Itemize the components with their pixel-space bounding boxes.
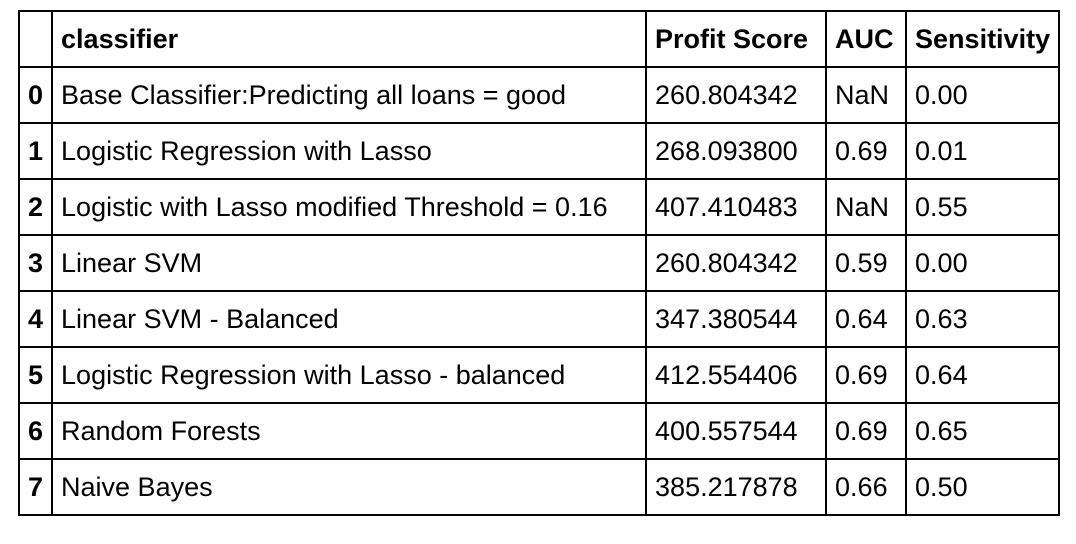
profit-score-cell: 347.380544	[645, 290, 828, 348]
auc-cell: 0.69	[825, 346, 908, 404]
auc-cell: 0.59	[825, 234, 908, 292]
classifier-cell: Random Forests	[51, 402, 648, 460]
sensitivity-cell: 0.65	[905, 402, 1061, 460]
table-row: 2 Logistic with Lasso modified Threshold…	[17, 178, 1061, 236]
auc-cell: 0.66	[825, 458, 908, 516]
profit-score-cell: 385.217878	[645, 458, 828, 516]
table-row: 1 Logistic Regression with Lasso 268.093…	[17, 122, 1061, 180]
sensitivity-header: Sensitivity	[905, 10, 1061, 68]
profit-score-cell: 412.554406	[645, 346, 828, 404]
results-table: classifier Profit Score AUC Sensitivity …	[17, 10, 1061, 516]
sensitivity-cell: 0.00	[905, 66, 1061, 124]
classifier-cell: Linear SVM - Balanced	[51, 290, 648, 348]
auc-cell: NaN	[825, 66, 908, 124]
sensitivity-cell: 0.01	[905, 122, 1061, 180]
table-row: 4 Linear SVM - Balanced 347.380544 0.64 …	[17, 290, 1061, 348]
index-header	[17, 10, 54, 68]
table-row: 6 Random Forests 400.557544 0.69 0.65	[17, 402, 1061, 460]
sensitivity-cell: 0.55	[905, 178, 1061, 236]
sensitivity-cell: 0.50	[905, 458, 1061, 516]
table-row: 7 Naive Bayes 385.217878 0.66 0.50	[17, 458, 1061, 516]
row-index: 3	[17, 234, 54, 292]
classifier-cell: Naive Bayes	[51, 458, 648, 516]
row-index: 2	[17, 178, 54, 236]
classifier-cell: Logistic with Lasso modified Threshold =…	[51, 178, 648, 236]
auc-cell: 0.69	[825, 402, 908, 460]
row-index: 1	[17, 122, 54, 180]
table-row: 5 Logistic Regression with Lasso - balan…	[17, 346, 1061, 404]
profit-score-cell: 268.093800	[645, 122, 828, 180]
row-index: 7	[17, 458, 54, 516]
dataframe-container: classifier Profit Score AUC Sensitivity …	[17, 10, 1061, 516]
header-row: classifier Profit Score AUC Sensitivity	[17, 10, 1061, 68]
classifier-cell: Base Classifier:Predicting all loans = g…	[51, 66, 648, 124]
classifier-cell: Logistic Regression with Lasso - balance…	[51, 346, 648, 404]
profit-score-cell: 260.804342	[645, 66, 828, 124]
auc-cell: NaN	[825, 178, 908, 236]
row-index: 4	[17, 290, 54, 348]
profit-score-cell: 407.410483	[645, 178, 828, 236]
auc-cell: 0.69	[825, 122, 908, 180]
profit-score-cell: 400.557544	[645, 402, 828, 460]
auc-header: AUC	[825, 10, 908, 68]
sensitivity-cell: 0.00	[905, 234, 1061, 292]
row-index: 0	[17, 66, 54, 124]
row-index: 6	[17, 402, 54, 460]
auc-cell: 0.64	[825, 290, 908, 348]
sensitivity-cell: 0.63	[905, 290, 1061, 348]
profit-score-header: Profit Score	[645, 10, 828, 68]
classifier-header: classifier	[51, 10, 648, 68]
table-row: 3 Linear SVM 260.804342 0.59 0.00	[17, 234, 1061, 292]
classifier-cell: Linear SVM	[51, 234, 648, 292]
classifier-cell: Logistic Regression with Lasso	[51, 122, 648, 180]
profit-score-cell: 260.804342	[645, 234, 828, 292]
row-index: 5	[17, 346, 54, 404]
sensitivity-cell: 0.64	[905, 346, 1061, 404]
table-row: 0 Base Classifier:Predicting all loans =…	[17, 66, 1061, 124]
